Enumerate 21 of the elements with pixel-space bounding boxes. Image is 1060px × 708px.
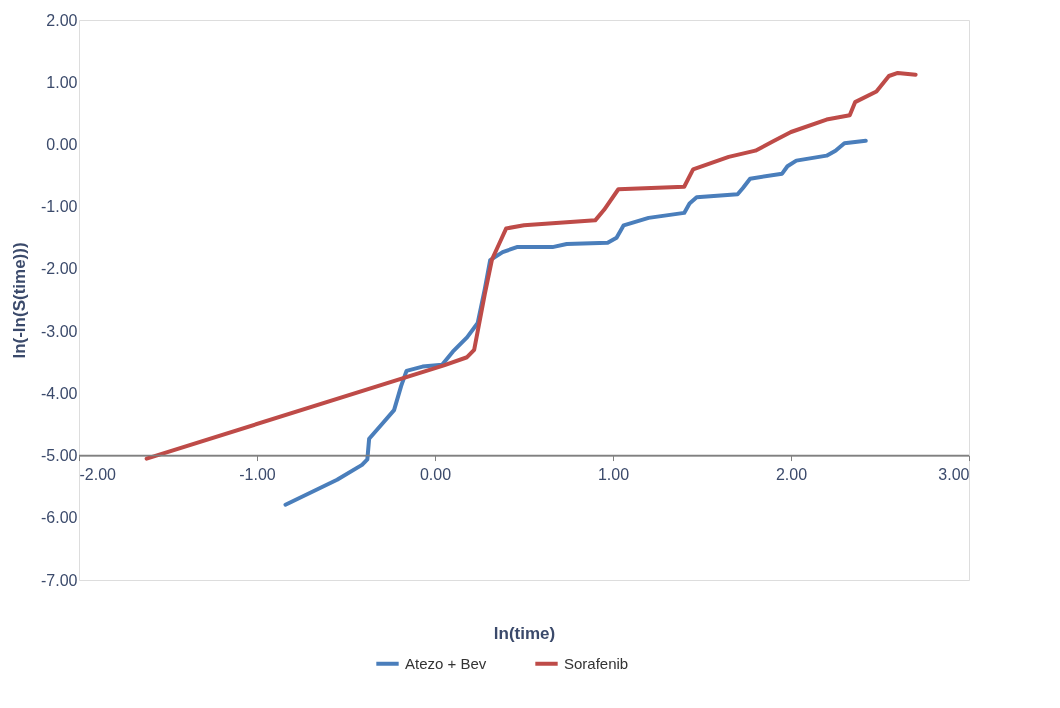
- x-tick-label: -2.00: [79, 466, 117, 484]
- y-tick-label: -6.00: [41, 509, 78, 527]
- y-axis-title: ln(-ln(S(time))): [10, 242, 30, 359]
- y-tick-label: -7.00: [41, 571, 78, 589]
- x-tick-label: 2.00: [775, 466, 808, 484]
- y-tick-label: -5.00: [41, 447, 78, 465]
- y-tick-label: -3.00: [41, 322, 78, 340]
- y-tick-label: 2.00: [46, 11, 78, 29]
- line-series: [144, 70, 918, 461]
- y-tick-label: -4.00: [41, 384, 78, 402]
- legend-label: Sorafenib: [564, 654, 629, 672]
- y-tick-label: -1.00: [41, 198, 78, 216]
- y-tick-label: 1.00: [46, 73, 78, 91]
- x-tick-label: 3.00: [938, 466, 970, 484]
- y-tick-label: 0.00: [46, 135, 78, 153]
- x-tick-label: 1.00: [597, 466, 630, 484]
- x-tick-label: 0.00: [419, 466, 452, 484]
- legend-label: Atezo + Bev: [405, 654, 487, 672]
- y-tick-label: -2.00: [41, 260, 78, 278]
- x-tick-label: -1.00: [239, 466, 276, 484]
- x-axis-title: ln(time): [493, 623, 556, 643]
